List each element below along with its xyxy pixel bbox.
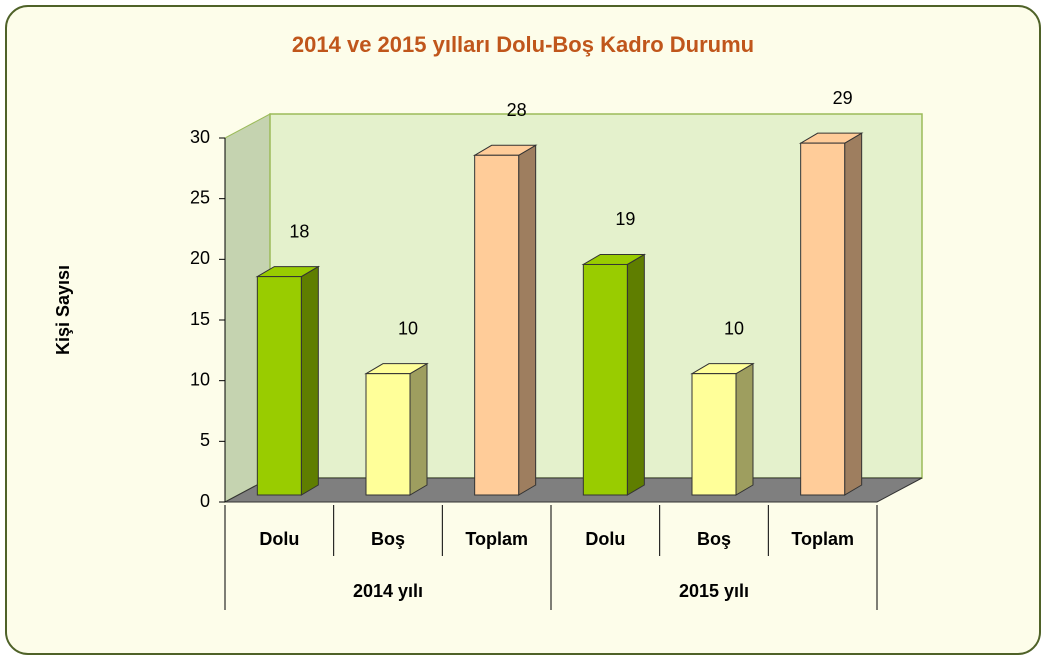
y-tick-label: 25 (190, 187, 210, 207)
group-label: 2014 yılı (353, 581, 423, 601)
y-tick-label: 30 (190, 127, 210, 147)
x-tick-label: Toplam (791, 529, 854, 549)
y-tick-label: 15 (190, 309, 210, 329)
y-tick-label: 20 (190, 248, 210, 268)
y-tick-label: 0 (200, 491, 210, 511)
bar (474, 154, 520, 496)
bar (365, 373, 411, 496)
data-label: 18 (289, 221, 309, 241)
bar (582, 263, 628, 496)
data-label: 29 (833, 88, 853, 108)
bar-side (735, 362, 754, 496)
x-tick-label: Boş (697, 529, 731, 549)
y-tick-label: 10 (190, 369, 210, 389)
bar-side (518, 144, 537, 496)
data-label: 10 (398, 318, 418, 338)
y-axis-label: Kişi Sayısı (53, 265, 73, 355)
bar-side (626, 253, 645, 496)
x-tick-label: Dolu (259, 529, 299, 549)
data-label: 19 (615, 209, 635, 229)
x-tick-label: Toplam (465, 529, 528, 549)
bar-side (844, 132, 863, 496)
bar-side (300, 265, 319, 496)
group-label: 2015 yılı (679, 581, 749, 601)
x-tick-label: Boş (371, 529, 405, 549)
bar (800, 142, 846, 496)
bar (256, 276, 302, 496)
x-tick-label: Dolu (585, 529, 625, 549)
bar (691, 373, 737, 496)
bar-side (409, 362, 428, 496)
data-label: 10 (724, 318, 744, 338)
data-label: 28 (507, 100, 527, 120)
y-tick-label: 5 (200, 430, 210, 450)
chart-title: 2014 ve 2015 yılları Dolu-Boş Kadro Duru… (292, 32, 754, 57)
